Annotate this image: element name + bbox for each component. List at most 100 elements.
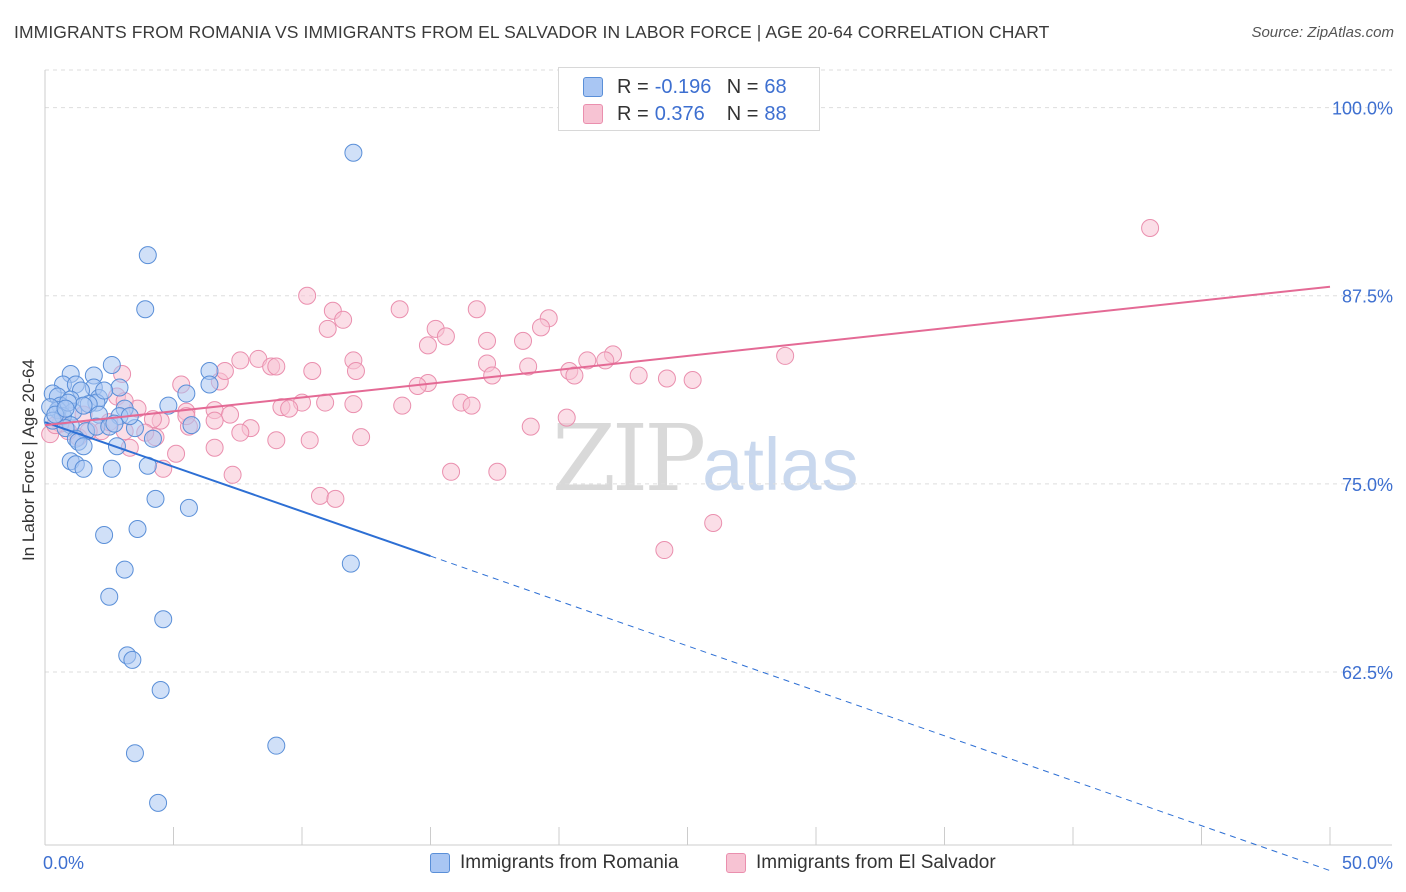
data-point-romania	[115, 560, 134, 579]
data-point-romania	[110, 378, 129, 397]
romania-swatch	[583, 77, 603, 97]
trend-line-romania-extension	[430, 555, 1331, 872]
data-point-salvador	[436, 327, 455, 346]
data-point-romania	[182, 416, 201, 435]
romania-swatch	[430, 853, 450, 873]
data-point-romania	[151, 681, 170, 699]
data-point-salvador	[231, 351, 250, 370]
r-value: 0.376	[654, 102, 705, 125]
data-point-romania	[102, 459, 121, 478]
data-point-salvador	[462, 396, 481, 415]
n-value: 88	[764, 102, 787, 125]
n-value: 68	[764, 75, 787, 98]
r-label: R =	[617, 75, 649, 98]
data-point-salvador	[519, 357, 538, 376]
data-point-romania	[74, 437, 93, 456]
data-point-salvador	[442, 462, 461, 481]
zipatlas-watermark: ZIPatlas	[552, 405, 858, 512]
data-point-salvador	[514, 331, 533, 350]
data-point-romania	[138, 246, 157, 265]
data-point-salvador	[346, 361, 365, 380]
data-point-romania	[200, 375, 219, 394]
data-point-romania	[125, 744, 144, 763]
n-label: N =	[726, 102, 759, 125]
data-point-romania	[267, 736, 286, 755]
data-point-romania	[344, 143, 363, 162]
data-point-salvador	[776, 346, 795, 365]
data-point-romania	[123, 650, 142, 669]
trend-line-romania	[44, 421, 431, 558]
data-point-salvador	[310, 486, 329, 505]
data-point-salvador	[231, 423, 250, 442]
axis-layer	[44, 70, 1392, 846]
tick-labels: 100.0% 87.5% 75.0% 62.5% 0.0% 50.0%	[43, 99, 1393, 873]
data-point-romania	[179, 498, 198, 517]
data-point-salvador	[223, 465, 242, 484]
y-tick-label: 100.0%	[1332, 99, 1393, 119]
data-point-romania	[100, 587, 119, 606]
data-point-salvador	[557, 408, 576, 427]
data-point-romania	[146, 489, 165, 508]
r-value: -0.196	[654, 75, 712, 98]
data-point-salvador	[334, 310, 353, 329]
data-point-salvador	[478, 331, 497, 350]
data-point-romania	[143, 429, 162, 448]
data-point-romania	[128, 519, 147, 538]
data-point-salvador	[267, 357, 286, 376]
data-point-salvador	[215, 361, 234, 380]
data-point-salvador	[655, 541, 674, 560]
trend-line-salvador	[44, 285, 1331, 427]
data-point-salvador	[298, 286, 317, 305]
legend-label-romania: Immigrants from Romania	[460, 852, 679, 873]
salvador-swatch	[726, 853, 746, 873]
source-note: Source: ZipAtlas.com	[1251, 24, 1394, 41]
data-point-salvador	[280, 399, 299, 418]
data-point-salvador	[390, 300, 409, 319]
data-point-salvador	[467, 300, 486, 319]
data-point-salvador	[418, 336, 437, 355]
data-point-romania	[74, 459, 93, 478]
data-point-romania	[95, 381, 114, 400]
watermark-atlas: atlas	[702, 423, 859, 506]
data-point-salvador	[316, 393, 335, 412]
data-point-salvador	[488, 462, 507, 481]
data-point-romania	[105, 414, 124, 433]
data-point-romania	[341, 554, 360, 573]
data-point-romania	[149, 793, 168, 812]
data-point-salvador	[221, 405, 240, 424]
y-tick-label: 87.5%	[1342, 287, 1393, 307]
data-point-salvador	[303, 361, 322, 380]
legend-row-salvador: R = 0.376 N = 88	[583, 101, 787, 127]
data-point-salvador	[344, 395, 363, 414]
data-point-salvador	[326, 489, 345, 508]
x-tick-label: 0.0%	[43, 853, 84, 873]
r-label: R =	[617, 102, 649, 125]
romania-points	[41, 143, 363, 812]
data-point-salvador	[532, 318, 551, 337]
data-point-salvador	[683, 371, 702, 389]
salvador-swatch	[583, 104, 603, 124]
data-point-romania	[102, 355, 121, 374]
data-point-salvador	[318, 319, 337, 338]
data-point-salvador	[565, 366, 584, 385]
chart-title: IMMIGRANTS FROM ROMANIA VS IMMIGRANTS FR…	[14, 22, 1050, 42]
data-point-romania	[154, 610, 173, 629]
data-point-romania	[136, 300, 155, 319]
data-point-romania	[95, 526, 114, 544]
legend-item-salvador: Immigrants from El Salvador	[726, 852, 996, 874]
data-point-salvador	[300, 431, 319, 450]
data-point-romania	[159, 396, 178, 415]
stats-legend: R = -0.196 N = 68 R = 0.376 N = 88	[558, 67, 820, 131]
legend-label-salvador: Immigrants from El Salvador	[756, 852, 996, 873]
data-point-salvador	[205, 411, 224, 430]
data-point-salvador	[657, 369, 676, 388]
data-point-romania	[74, 396, 93, 415]
x-tick-label: 50.0%	[1342, 853, 1393, 873]
data-point-salvador	[352, 428, 371, 447]
grid-layer	[45, 69, 1392, 673]
watermark-zip: ZIP	[552, 405, 706, 512]
y-axis-label: In Labor Force | Age 20-64	[19, 359, 38, 561]
data-point-salvador	[205, 438, 224, 457]
data-point-salvador	[629, 366, 648, 385]
